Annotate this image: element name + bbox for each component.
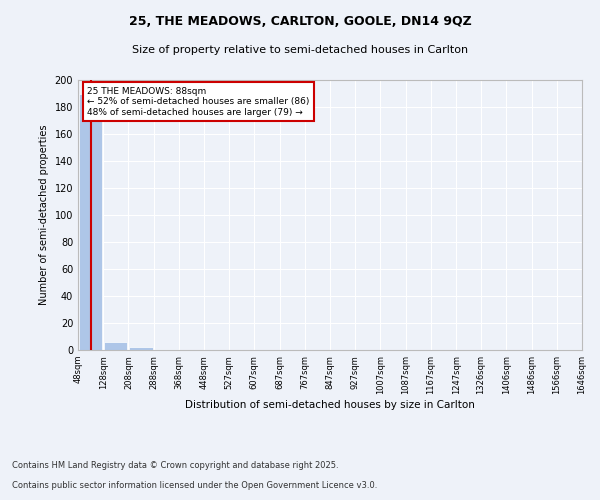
Text: Contains public sector information licensed under the Open Government Licence v3: Contains public sector information licen… [12,481,377,490]
Bar [558,348,581,350]
Bar [79,94,102,350]
X-axis label: Distribution of semi-detached houses by size in Carlton: Distribution of semi-detached houses by … [185,400,475,409]
Y-axis label: Number of semi-detached properties: Number of semi-detached properties [39,124,49,305]
Bar [130,348,152,350]
Text: Contains HM Land Registry data © Crown copyright and database right 2025.: Contains HM Land Registry data © Crown c… [12,461,338,470]
Text: Size of property relative to semi-detached houses in Carlton: Size of property relative to semi-detach… [132,45,468,55]
Bar [104,342,127,350]
Bar [155,348,178,350]
Text: 25, THE MEADOWS, CARLTON, GOOLE, DN14 9QZ: 25, THE MEADOWS, CARLTON, GOOLE, DN14 9Q… [128,15,472,28]
Text: 25 THE MEADOWS: 88sqm
← 52% of semi-detached houses are smaller (86)
48% of semi: 25 THE MEADOWS: 88sqm ← 52% of semi-deta… [88,87,310,117]
